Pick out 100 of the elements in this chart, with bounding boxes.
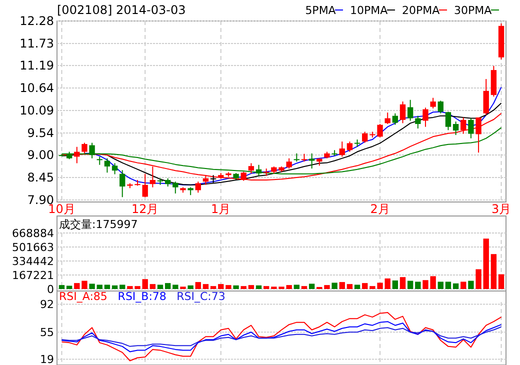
candlestick: [415, 115, 421, 129]
bar: [490, 254, 497, 289]
y-tick-label: 8.45: [27, 170, 54, 185]
candlestick: [445, 111, 452, 131]
candlestick: [354, 139, 360, 148]
bar: [354, 284, 360, 289]
y-tick-label: 19: [40, 353, 54, 365]
bar: [407, 280, 414, 289]
bar: [240, 286, 246, 289]
legend-label: 5PMA: [305, 4, 336, 17]
bar: [468, 280, 474, 289]
candlestick: [392, 112, 398, 126]
candlestick: [195, 181, 201, 194]
y-tick-label: 501663: [12, 240, 54, 254]
x-tick-label: 2月: [370, 202, 390, 216]
y-tick-label: 167221: [12, 268, 54, 282]
legend-label: 30PMA: [454, 4, 492, 17]
text: RSI_C:73: [176, 290, 226, 303]
bar: [384, 278, 390, 289]
bar: [210, 286, 216, 289]
candlestick: [172, 181, 178, 194]
candlestick: [400, 101, 406, 124]
candlestick: [120, 170, 126, 198]
x-tick-label: 1月: [211, 202, 231, 216]
bar: [157, 284, 164, 289]
legend-label: 20PMA: [402, 4, 440, 17]
candlestick: [452, 121, 459, 136]
bar: [82, 280, 88, 289]
y-tick-label: 10.09: [20, 104, 54, 118]
candlestick: [264, 168, 270, 176]
bar: [452, 283, 459, 289]
candlestick: [112, 162, 118, 175]
bar: [483, 238, 489, 289]
candlestick: [346, 141, 353, 152]
bar: [202, 284, 209, 289]
y-tick-label: 9.54: [27, 126, 54, 140]
bar: [74, 283, 80, 289]
bar: [324, 285, 330, 289]
bar: [96, 284, 102, 289]
chart-title: 成交量:175997: [59, 218, 138, 231]
x-tick-label: 12月: [131, 202, 159, 216]
bar: [346, 284, 353, 289]
bar: [498, 274, 504, 289]
bar: [233, 285, 239, 289]
candlestick: [422, 107, 428, 128]
bar: [332, 282, 338, 289]
candlestick: [248, 162, 254, 174]
candlestick: [468, 118, 474, 139]
text: RSI_A:85: [59, 290, 108, 303]
bar: [226, 285, 232, 289]
bar: [256, 285, 262, 289]
candlestick: [362, 131, 368, 144]
bar: [476, 269, 482, 289]
candlestick: [460, 116, 466, 134]
bar: [104, 284, 110, 289]
candlestick: [438, 100, 444, 114]
bar: [142, 279, 148, 289]
y-tick-label: 668884: [12, 226, 54, 240]
bar: [195, 282, 201, 289]
bar: [164, 283, 171, 289]
bar: [218, 284, 224, 289]
y-tick-label: 92: [40, 298, 54, 312]
bar: [445, 282, 452, 289]
bar: [89, 284, 95, 289]
bar: [460, 282, 466, 289]
text: RSI_B:78: [118, 290, 166, 303]
candlestick: [89, 142, 95, 159]
y-tick-label: 11.19: [20, 58, 54, 73]
candlestick: [339, 141, 345, 158]
candlestick: [430, 97, 436, 109]
line-series: [61, 326, 502, 347]
bar: [58, 285, 65, 289]
bar: [120, 284, 126, 289]
chart-title: [002108] 2014-03-03: [57, 3, 186, 17]
y-tick-label: 55: [40, 326, 54, 339]
line-series: [61, 321, 502, 352]
bar: [112, 285, 118, 289]
bar: [264, 286, 270, 289]
bar: [362, 283, 368, 289]
candlestick: [308, 152, 315, 170]
bar: [66, 286, 72, 289]
bar: [339, 282, 345, 289]
bar: [400, 277, 406, 289]
bar: [172, 284, 178, 289]
candlestick: [407, 99, 414, 122]
x-tick-label: 3月: [491, 202, 512, 216]
candlestick: [476, 116, 482, 154]
line-series: [61, 312, 502, 362]
bar: [188, 285, 194, 289]
y-tick-label: 10.64: [20, 81, 54, 96]
y-tick-label: 0: [47, 282, 54, 296]
y-tick-label: 12.28: [20, 14, 54, 28]
bar: [438, 282, 444, 289]
candlestick: [96, 156, 102, 166]
y-tick-label: 9.00: [27, 148, 54, 162]
bar: [415, 282, 421, 289]
bar: [150, 284, 156, 289]
bar: [294, 284, 300, 289]
bar: [301, 286, 308, 289]
y-tick-label: 11.73: [20, 36, 54, 51]
